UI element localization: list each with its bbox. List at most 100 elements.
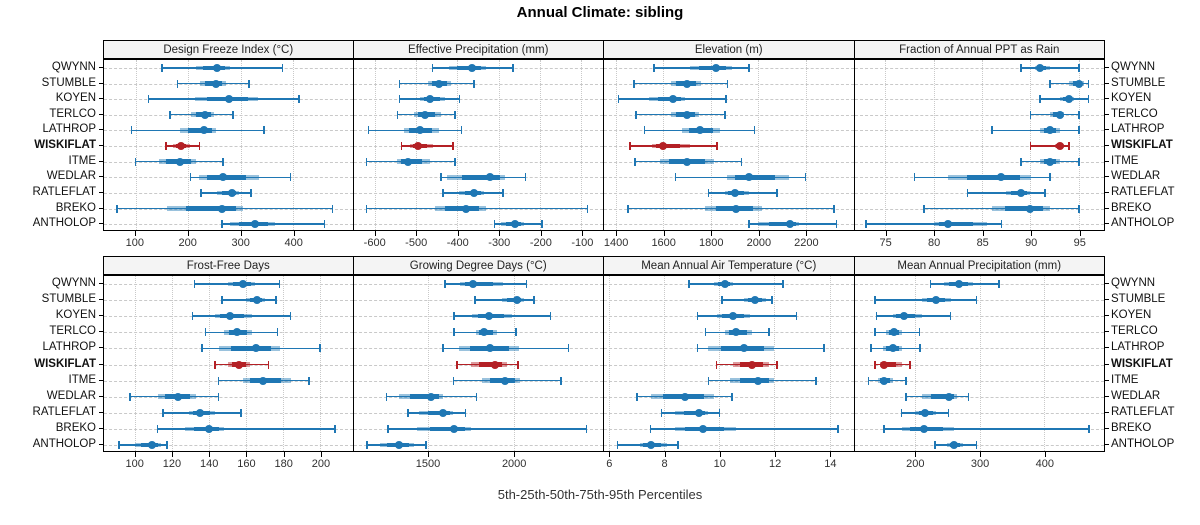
x-axis-tick [514,452,516,457]
median-dot [680,392,689,401]
x-axis-tick-label: 180 [274,458,293,470]
whisker-cap-low [440,173,442,182]
x-axis-tick [171,452,173,457]
median-dot [1055,110,1064,119]
gridline [710,60,712,230]
site-label-left: KOYEN [55,309,96,322]
whisker-cap-high [835,220,838,229]
site-label-left: WEDLAR [46,389,96,402]
panel-header: Frost-Free Days [103,256,354,275]
x-axis-tick-label: 400 [284,237,303,249]
whisker-cap-low [715,360,718,369]
whisker-cap-high [458,95,461,104]
whisker-cap-high [263,126,266,135]
x-axis-tick [134,231,136,236]
whisker-cap-high [460,126,463,135]
row-tick-right [1105,444,1109,445]
panel [352,59,604,231]
whisker-cap-high [524,173,527,182]
whisker-cap-low [875,312,878,321]
whisker-line [1030,145,1070,147]
iqr-core [683,410,705,416]
whisker-cap-high [1087,95,1090,104]
x-axis-tick [582,231,584,236]
whisker-cap-high [918,328,921,337]
whisker-cap-low [396,110,399,119]
median-dot [890,328,899,337]
whisker-cap-low [867,376,870,385]
panel-header: Mean Annual Air Temperature (°C) [603,256,855,275]
iqr-core [410,394,439,399]
row-tick-right [1105,176,1109,178]
whisker-cap-low [966,188,969,197]
whisker-cap-low [1020,63,1022,72]
whisker-cap-high [919,344,922,353]
x-axis-tick-label: 200 [311,458,331,470]
whisker-cap-low [704,328,707,337]
median-dot [395,441,404,449]
whisker-cap-low [1029,142,1032,150]
row-refline [604,114,854,116]
site-label-right: QWYNN [1111,60,1156,73]
row-tick-left [99,299,103,301]
median-dot [253,296,262,305]
row-refline [854,99,1104,101]
median-dot [740,344,749,353]
whisker-cap-low [1039,95,1041,104]
x-axis-tick-label: 1400 [603,237,629,249]
panel-header: Fraction of Annual PPT as Rain [853,40,1105,59]
row-refline [604,83,854,85]
x-axis-tick-label: 100 [125,458,144,470]
whisker-cap-low [387,424,389,433]
iqr-core [186,206,236,211]
whisker-cap-low [221,296,224,305]
median-dot [219,173,228,182]
x-axis-tick-label: 95 [1073,237,1086,249]
whisker-cap-low [217,376,220,385]
x-axis-tick [187,231,189,236]
site-label-left: ITME [68,154,96,167]
whisker-cap-low [674,173,677,182]
whisker-cap-high [1078,110,1080,119]
iqr-core [231,346,272,351]
median-dot [730,188,739,197]
median-dot [218,204,227,213]
gridline [172,276,174,451]
whisker-cap-high [331,204,334,213]
gridline [1078,60,1080,230]
x-axis-tick [980,452,982,457]
x-axis-tick [540,231,542,236]
whisker-cap-low [221,220,223,229]
median-dot [1055,142,1064,150]
x-axis-tick [806,231,808,236]
x-axis-tick-label: 120 [162,458,182,470]
whisker-cap-low [453,328,456,337]
row-tick-right [1105,113,1109,115]
site-label-right: ITME [1111,154,1139,167]
whisker-cap-low [653,63,655,72]
x-axis-tick [134,452,136,457]
x-axis-tick-label: -600 [363,237,386,249]
x-axis-tick [283,452,285,457]
whisker-cap-high [1087,79,1090,88]
whisker-cap-high [289,173,292,182]
whisker-cap-high [267,360,270,369]
iqr-core [464,281,493,287]
whisker-cap-low [627,204,629,213]
whisker-cap-low [635,110,638,119]
row-refline [104,396,353,398]
row-refline [104,161,353,163]
whisker-cap-high [949,312,952,321]
whisker-cap-low [913,173,916,182]
panel [603,275,855,452]
x-axis-tick [664,452,666,457]
median-dot [434,79,443,88]
row-refline [854,412,1104,414]
median-dot [748,360,757,369]
whisker-cap-high [515,328,517,337]
whisker-cap-high [804,173,807,182]
row-refline [854,146,1104,147]
panel-header: Mean Annual Precipitation (mm) [853,256,1105,275]
whisker-cap-low [629,142,632,150]
panel [103,275,354,452]
